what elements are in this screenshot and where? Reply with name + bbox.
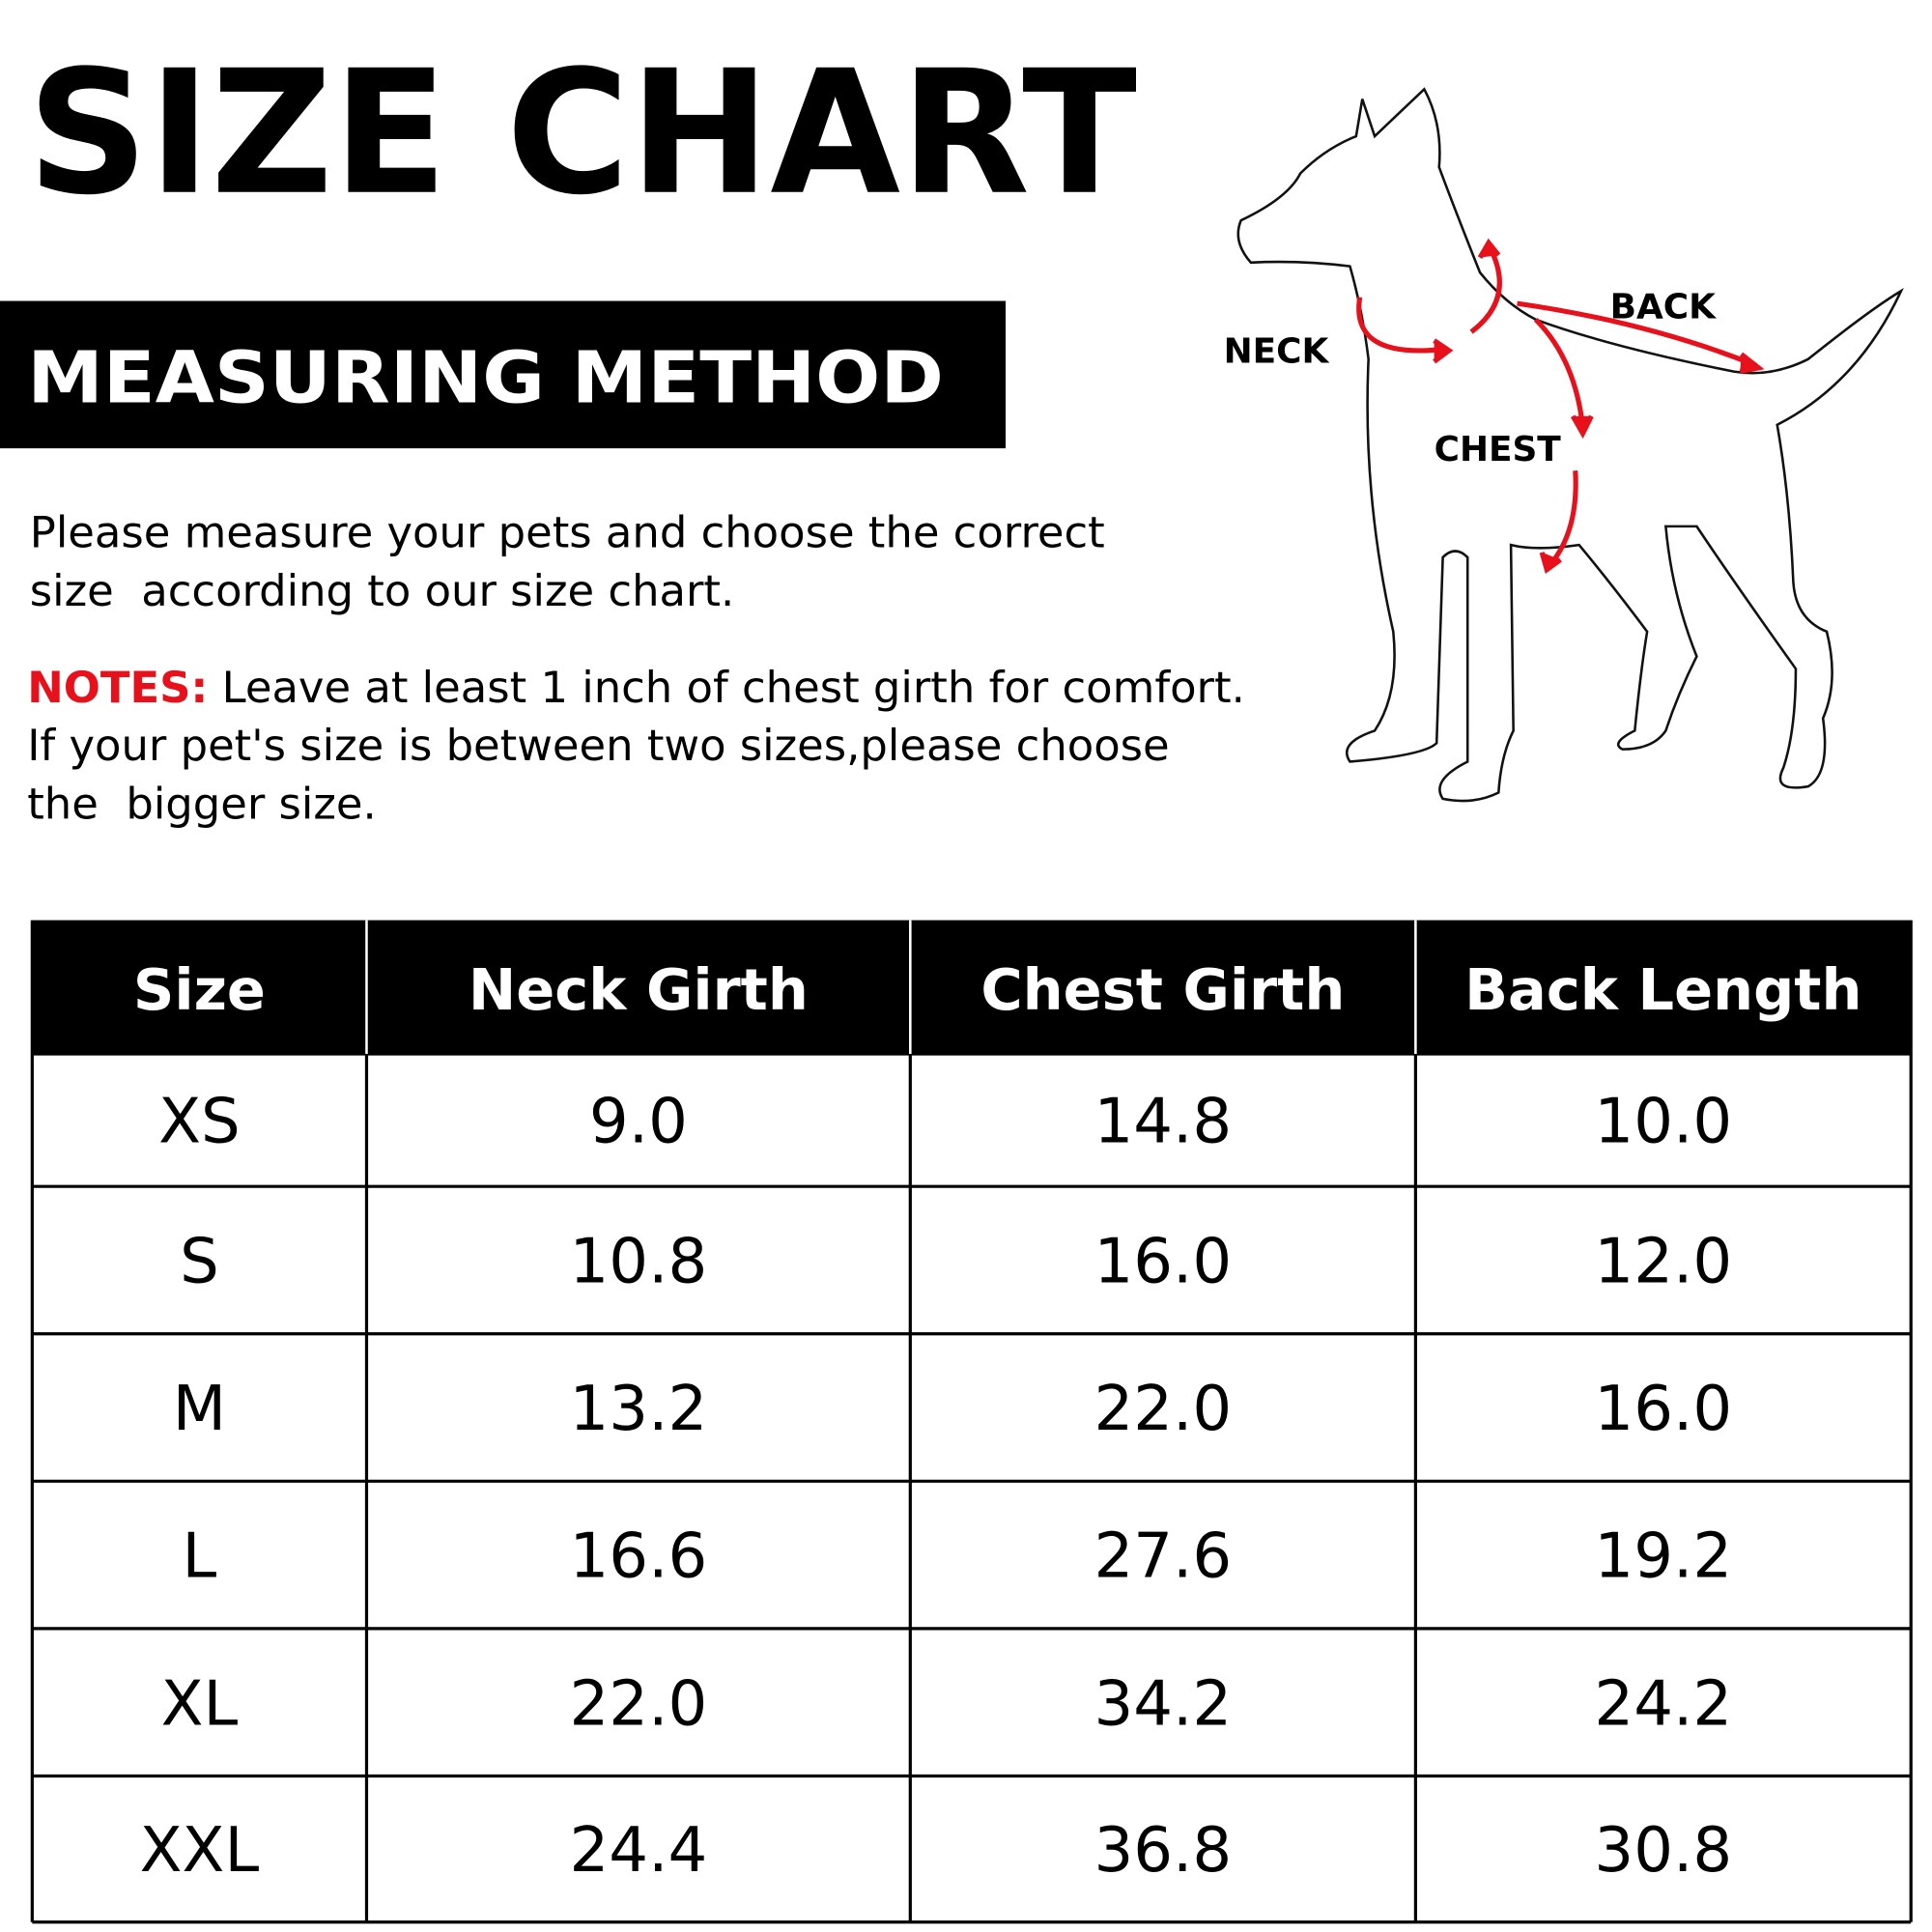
cell: 24.4: [570, 1815, 708, 1887]
header-cell: Size: [133, 956, 266, 1023]
notes-line: the bigger size.: [27, 778, 377, 829]
cell: 10.0: [1594, 1087, 1732, 1158]
cell: 36.8: [1094, 1815, 1232, 1887]
cell: M: [173, 1374, 226, 1445]
cell: 16.0: [1594, 1374, 1732, 1445]
cell: L: [183, 1521, 217, 1593]
dog-outline: [1236, 87, 1904, 803]
cell: 16.6: [570, 1521, 708, 1593]
cell: 19.2: [1594, 1521, 1732, 1593]
cell: 9.0: [589, 1087, 688, 1158]
section-title: MEASURING METHOD: [27, 336, 944, 420]
notes-label: NOTES:: [27, 662, 208, 713]
notes-line: NOTES: Leave at least 1 inch of chest gi…: [27, 662, 1245, 713]
notes-line: If your pet's size is between two sizes,…: [27, 720, 1169, 771]
cell: 22.0: [1094, 1374, 1232, 1445]
header-cell: Chest Girth: [980, 956, 1345, 1023]
header-cell: Back Length: [1464, 956, 1861, 1023]
cell: 34.2: [1094, 1668, 1232, 1740]
intro-line: Please measure your pets and choose the …: [30, 507, 1105, 558]
cell: 24.2: [1594, 1668, 1732, 1740]
diagram-label: NECK: [1224, 332, 1330, 372]
header-bg: [32, 920, 1912, 1055]
cell: 30.8: [1594, 1815, 1732, 1887]
cell: 27.6: [1094, 1521, 1232, 1593]
cell: 13.2: [570, 1374, 708, 1445]
intro-line: size according to our size chart.: [30, 565, 735, 616]
title: SIZE CHART: [27, 34, 1137, 233]
header-cell: Neck Girth: [469, 956, 809, 1023]
cell: XXL: [140, 1815, 260, 1887]
cell: S: [180, 1227, 219, 1298]
cell: 16.0: [1094, 1227, 1232, 1298]
notes-text: Leave at least 1 inch of chest girth for…: [222, 662, 1245, 713]
measure-arrows: [1356, 238, 1765, 574]
cell: XL: [161, 1668, 239, 1740]
cell: XS: [158, 1087, 241, 1158]
cell: 10.8: [570, 1227, 708, 1298]
cell: 22.0: [570, 1668, 708, 1740]
section-bar: [0, 300, 1007, 449]
size-table: Size Neck Girth Chest Girth Back Length XS 9.…: [30, 920, 1913, 1924]
cell: 14.8: [1094, 1087, 1232, 1158]
cell: 12.0: [1594, 1227, 1732, 1298]
diagram-label: BACK: [1610, 287, 1717, 327]
diagram-label: CHEST: [1435, 430, 1562, 469]
